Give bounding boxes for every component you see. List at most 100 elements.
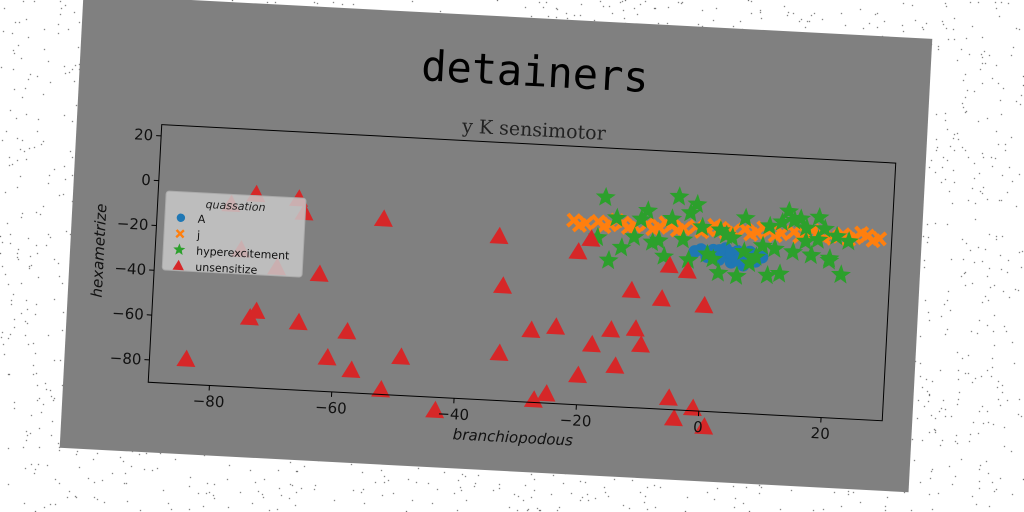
legend-label: hyperexcitement [196,245,291,263]
point-unsensitize [601,320,621,338]
point-hyperexcitement [595,186,616,207]
point-unsensitize [581,229,601,247]
legend-item-unsensitize: unsensitize [172,259,258,277]
y-tick-label: −80 [109,349,142,369]
point-unsensitize [246,301,266,320]
point-hyperexcitement [678,249,699,269]
point-hyperexcitement [687,193,708,214]
point-hyperexcitement [722,227,743,247]
plot-area [148,124,896,421]
y-tick-label: −60 [112,304,145,324]
point-unsensitize [425,400,445,419]
point-unsensitize [288,312,308,331]
legend-item-A: A [176,213,207,226]
point-unsensitize [391,347,411,365]
point-hyperexcitement [726,265,747,285]
point-unsensitize [317,347,337,366]
point-hyperexcitement [795,231,816,251]
point-hyperexcitement [739,252,760,273]
point-hyperexcitement [734,241,755,261]
x-tick-label: −20 [559,411,592,431]
point-j [743,226,759,242]
legend-marker [176,213,186,222]
legend-item-j: j [175,229,201,242]
point-hyperexcitement [708,262,729,282]
chart-title: detainers [420,41,650,102]
x-tick-label: −40 [437,404,470,424]
point-hyperexcitement [669,186,690,206]
point-j [669,222,686,239]
point-unsensitize [663,408,683,427]
point-A [713,244,726,257]
point-unsensitize [630,335,650,353]
x-axis-ticks: −80 −60 −40 −20 0 20 [192,385,830,443]
point-hyperexcitement [703,248,724,268]
legend-marker [173,243,186,256]
point-unsensitize [309,264,329,282]
point-unsensitize [659,255,679,274]
point-unsensitize [341,360,361,378]
point-hyperexcitement [642,231,663,252]
x-tick-label: 0 [693,418,703,436]
legend-label: A [198,213,207,226]
point-hyperexcitement [662,208,683,228]
point-hyperexcitement [819,247,840,268]
x-tick-label: 20 [810,424,830,443]
point-unsensitize [536,384,556,402]
point-hyperexcitement [710,219,731,240]
point-hyperexcitement [838,231,859,251]
point-hyperexcitement [697,243,718,264]
point-j [865,232,882,249]
y-tick-label: −40 [114,259,147,279]
point-j [645,221,661,237]
point-hyperexcitement [772,211,793,232]
point-hyperexcitement [631,208,652,229]
legend-title: quassation [205,198,266,214]
legend-box [161,190,307,278]
point-j [853,225,870,241]
point-unsensitize [621,280,641,299]
point-hyperexcitement [757,264,778,285]
point-unsensitize [658,388,678,406]
point-A [688,245,702,258]
point-j [571,217,588,233]
x-tick-label: −60 [315,398,348,418]
point-hyperexcitement [673,229,694,249]
point-unsensitize [581,334,601,353]
point-hyperexcitement [759,215,780,235]
point-unsensitize [682,398,702,417]
point-hyperexcitement [796,217,817,237]
axes-frame [147,124,897,422]
point-hyperexcitement [769,263,790,283]
point-hyperexcitement [830,264,851,284]
point-hyperexcitement [624,226,645,246]
point-unsensitize [568,242,588,260]
point-unsensitize [568,365,588,384]
point-hyperexcitement [752,235,773,255]
point-unsensitize [521,320,541,338]
point-hyperexcitement [826,225,847,246]
point-unsensitize [605,356,625,374]
point-hyperexcitement [801,244,822,265]
point-hyperexcitement [779,200,800,221]
point-unsensitize [677,261,697,279]
point-unsensitize [523,390,543,408]
point-unsensitize [546,317,566,335]
legend-marker [172,259,184,271]
point-j [596,218,612,235]
point-hyperexcitement [783,241,804,261]
y-tick-label: 20 [134,125,154,144]
point-hyperexcitement [764,238,785,258]
legend-label: j [196,229,201,242]
point-unsensitize [625,319,645,337]
point-unsensitize [337,322,357,340]
point-unsensitize [373,209,393,227]
point-hyperexcitement [607,207,628,227]
data-marks [176,184,888,435]
y-tick-label: 0 [141,171,151,189]
point-hyperexcitement [808,229,829,249]
point-unsensitize [489,226,509,245]
y-tick-label: −20 [116,214,149,234]
